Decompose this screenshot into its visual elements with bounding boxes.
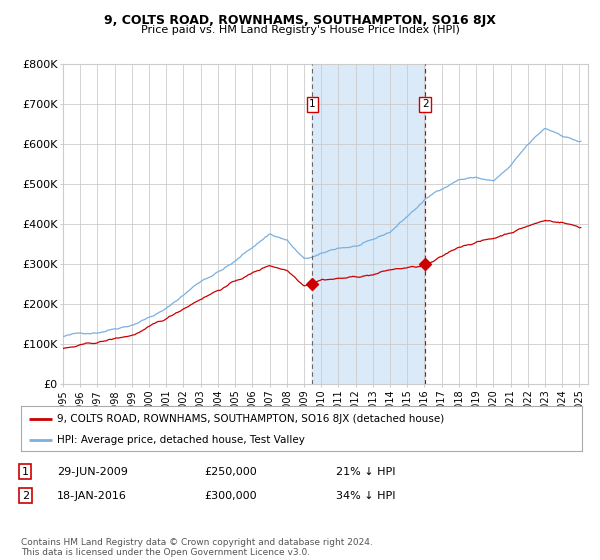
Text: 1: 1: [22, 466, 29, 477]
Text: £300,000: £300,000: [204, 491, 257, 501]
Bar: [313, 64, 425, 384]
Text: Price paid vs. HM Land Registry's House Price Index (HPI): Price paid vs. HM Land Registry's House …: [140, 25, 460, 35]
Text: 2: 2: [422, 99, 428, 109]
Text: 9, COLTS ROAD, ROWNHAMS, SOUTHAMPTON, SO16 8JX (detached house): 9, COLTS ROAD, ROWNHAMS, SOUTHAMPTON, SO…: [58, 413, 445, 423]
Text: 1: 1: [309, 99, 316, 109]
Text: HPI: Average price, detached house, Test Valley: HPI: Average price, detached house, Test…: [58, 435, 305, 445]
Text: 21% ↓ HPI: 21% ↓ HPI: [336, 466, 395, 477]
Text: 34% ↓ HPI: 34% ↓ HPI: [336, 491, 395, 501]
Text: 18-JAN-2016: 18-JAN-2016: [57, 491, 127, 501]
Text: 2: 2: [22, 491, 29, 501]
Text: Contains HM Land Registry data © Crown copyright and database right 2024.
This d: Contains HM Land Registry data © Crown c…: [21, 538, 373, 557]
Text: 29-JUN-2009: 29-JUN-2009: [57, 466, 128, 477]
Text: 9, COLTS ROAD, ROWNHAMS, SOUTHAMPTON, SO16 8JX: 9, COLTS ROAD, ROWNHAMS, SOUTHAMPTON, SO…: [104, 14, 496, 27]
Text: £250,000: £250,000: [204, 466, 257, 477]
